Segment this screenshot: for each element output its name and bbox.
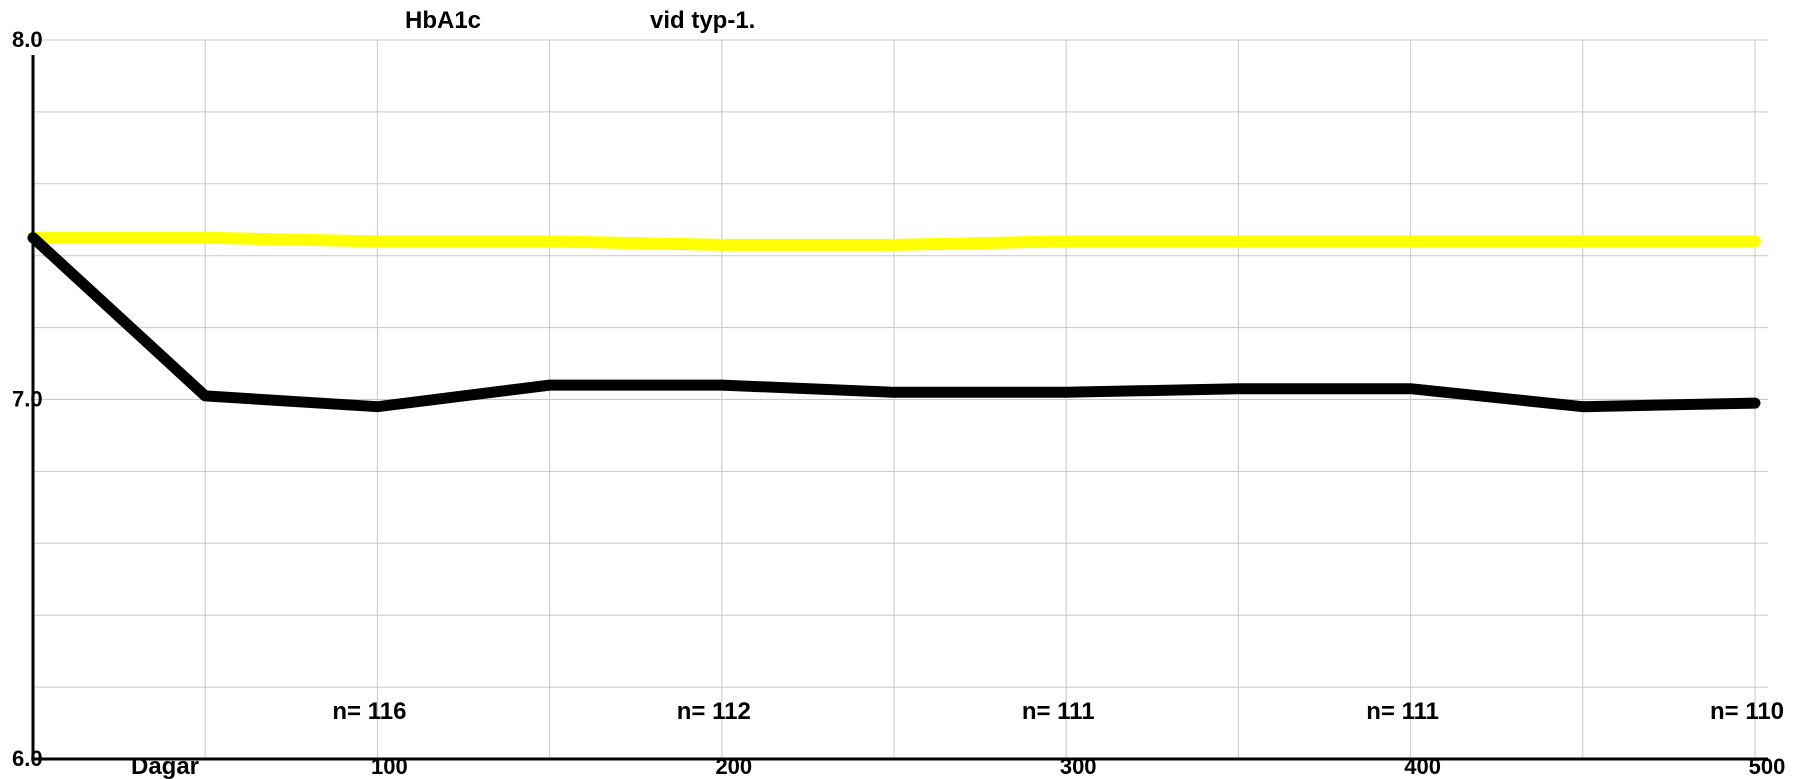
x-tick-label: 200 [715,754,752,779]
sample-size-label: n= 116 [332,698,406,725]
chart-title-right: vid typ-1. [650,7,755,34]
x-tick-label: 400 [1404,754,1441,779]
y-tick-label: 7.0 [12,387,43,412]
series-line-1 [27,231,1761,251]
x-axis-label: Dagar [131,753,199,779]
chart-title-left: HbA1c [405,7,481,34]
series-group [27,231,1761,413]
x-tick-label: 300 [1060,754,1097,779]
series-line-2 [27,232,1761,413]
x-tick-label: 100 [371,754,408,779]
x-tick-label: 500 [1749,754,1786,779]
sample-size-label: n= 111 [1366,698,1439,725]
sample-size-label: n= 112 [677,698,751,725]
y-tick-labels: 8.0 7.0 6.0 [12,27,43,771]
y-tick-label: 6.0 [12,746,43,771]
sample-size-label: n= 111 [1022,698,1095,725]
y-tick-label: 8.0 [12,27,43,52]
x-tick-labels: 100 200 300 400 500 [371,754,1785,779]
sample-size-label: n= 110 [1710,698,1784,725]
sample-size-annotations: n= 116 n= 112 n= 111 n= 111 n= 110 [332,698,1784,725]
